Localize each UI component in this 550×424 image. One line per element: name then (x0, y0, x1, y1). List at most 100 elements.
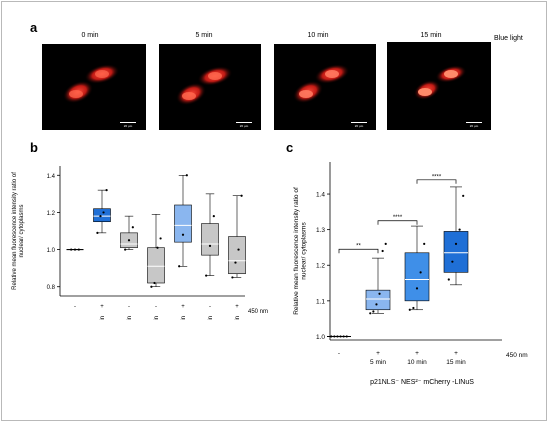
data-point (181, 233, 185, 236)
data-point (231, 276, 234, 279)
micrograph-0min (42, 44, 146, 130)
time-label-group: 5 min (208, 316, 214, 320)
data-point (462, 194, 465, 197)
data-point (240, 194, 243, 197)
significance-bracket (416, 179, 457, 184)
light-label: + (415, 350, 419, 357)
data-point (333, 335, 336, 338)
cell-image-1 (175, 66, 233, 106)
data-point (342, 335, 345, 338)
box-3 (443, 231, 469, 273)
time-label-group: 10 min (154, 316, 160, 320)
significance-bracket (377, 220, 418, 225)
time-label: 10 min (154, 316, 160, 320)
time-label-2: 10 min (307, 32, 329, 39)
data-point (336, 335, 339, 338)
significance-label: **** (432, 174, 442, 180)
light-row-label: 450 nm (248, 309, 268, 315)
data-point (330, 335, 333, 338)
data-point (412, 306, 415, 310)
data-point (381, 249, 384, 253)
y-tick-label: 1.2 (47, 211, 56, 217)
cell-image-0 (62, 64, 120, 104)
scale-bar-0 (120, 122, 136, 123)
data-point (454, 242, 458, 245)
data-point (102, 211, 105, 214)
time-label-group: 10 min (235, 316, 241, 320)
data-point (339, 335, 342, 338)
panel-b-letter: b (30, 140, 38, 155)
micrograph-5min (159, 44, 261, 130)
y-tick-label: 0.8 (47, 285, 56, 291)
data-point (70, 248, 73, 251)
y-tick-label: 1.0 (316, 334, 325, 341)
data-point (451, 260, 454, 263)
cell-image-3 (413, 65, 467, 101)
data-point (415, 287, 419, 290)
data-point (372, 310, 375, 313)
y-axis-title-line2: nuclear/ cytoplasms (301, 222, 308, 280)
data-point (153, 281, 156, 285)
data-point (408, 308, 411, 311)
box-2 (404, 252, 430, 302)
micrograph-15min (387, 42, 491, 130)
box-4 (174, 204, 192, 243)
light-label: + (376, 350, 380, 357)
time-label-group: 5 min (181, 316, 187, 320)
data-point (96, 231, 99, 234)
y-axis-title: Relative mean fluorescence intensity rat… (12, 172, 25, 290)
time-label-group: 15 min (100, 316, 106, 320)
box-5 (201, 223, 219, 256)
data-point (178, 265, 181, 268)
significance-bracket (338, 248, 379, 254)
light-row-label: 450 nm (506, 352, 528, 359)
light-label: + (100, 304, 104, 310)
time-label: 5 min (181, 316, 187, 320)
data-point (131, 226, 134, 229)
data-point (375, 303, 378, 306)
cell-image-2 (292, 64, 350, 104)
light-label: - (128, 304, 130, 310)
data-point (458, 228, 461, 231)
box-1 (93, 208, 111, 223)
time-label-1: 5 min (195, 32, 213, 39)
data-point (234, 261, 237, 264)
y-tick-label: 1.3 (316, 227, 325, 234)
light-label: + (181, 304, 185, 310)
time-label: 10 min (235, 316, 241, 320)
time-label-3: 15 min (420, 32, 442, 39)
time-label: 15 min (100, 316, 106, 320)
time-label: 5 min (370, 359, 386, 366)
data-point (185, 174, 188, 177)
time-label: 15 min (446, 359, 466, 366)
scale-bar-1 (236, 122, 252, 123)
box-1 (365, 289, 391, 311)
box-6 (228, 236, 246, 275)
data-point (77, 248, 80, 251)
scale-bar-3 (466, 122, 482, 123)
light-label: + (454, 350, 458, 357)
data-point (237, 248, 240, 251)
light-label: - (155, 304, 157, 310)
light-label: + (235, 304, 239, 310)
scale-label-1: 20 µm (239, 124, 249, 128)
time-label: 5 min (127, 316, 133, 320)
y-tick-label: 1.0 (47, 248, 56, 254)
significance-label: ** (356, 244, 361, 250)
data-point (150, 285, 153, 288)
data-point (127, 239, 131, 242)
time-label-group: 5 min (127, 316, 133, 320)
light-label: - (338, 350, 340, 357)
scale-label-0: 20 µm (123, 124, 133, 128)
data-point (419, 271, 422, 274)
data-point (124, 248, 127, 251)
y-axis-title-line2: nuclear/ cytoplasms (19, 204, 25, 257)
panel-a-letter: a (30, 20, 38, 35)
blue-light-label: Blue light (494, 35, 523, 42)
time-label-0: 0 min (81, 32, 99, 39)
data-point (384, 242, 387, 245)
light-label: - (74, 304, 76, 310)
y-tick-label: 1.2 (316, 263, 325, 270)
panel-c-letter: c (286, 140, 294, 155)
data-point (447, 278, 450, 281)
